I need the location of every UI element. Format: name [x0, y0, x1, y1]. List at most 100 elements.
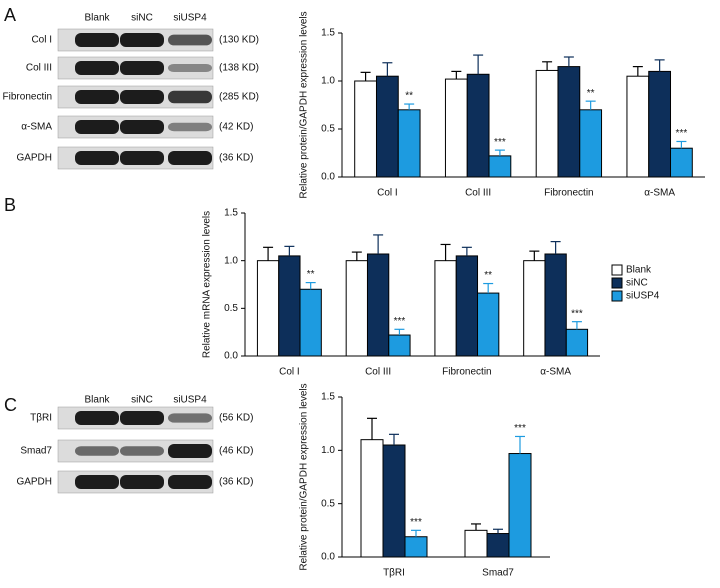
blot-label: α-SMA	[21, 122, 52, 133]
significance: ***	[676, 128, 688, 139]
bar	[477, 292, 500, 357]
lane-label: siNC	[131, 13, 153, 24]
blot-band	[120, 475, 164, 489]
blot-band	[75, 90, 119, 104]
blot-band	[75, 151, 119, 165]
error-bar	[493, 528, 503, 534]
y-tick-label: 0.0	[224, 351, 238, 362]
error-bar	[632, 65, 643, 77]
y-tick-label: 1.0	[321, 445, 335, 456]
y-axis-label: Relative protein/GAPDH expression levels	[299, 383, 310, 570]
bar	[397, 109, 421, 178]
y-tick-label: 1.5	[224, 208, 238, 219]
legend-label: Blank	[626, 265, 652, 276]
legend-label: siUSP4	[626, 291, 660, 302]
error-bar	[284, 245, 295, 256]
y-tick-label: 0.0	[321, 552, 335, 563]
bar	[557, 66, 581, 178]
bar	[626, 75, 650, 178]
bar	[278, 255, 301, 357]
bar	[382, 444, 406, 558]
error-bar	[351, 251, 362, 261]
x-tick-label: TβRI	[383, 568, 405, 579]
bar	[366, 253, 390, 357]
bar	[404, 536, 428, 558]
error-bar	[654, 59, 665, 72]
error-bar	[389, 433, 399, 445]
y-tick-label: 0.5	[321, 124, 335, 135]
error-bar	[471, 523, 481, 531]
error-bar	[451, 70, 462, 80]
x-tick-label: Col I	[279, 367, 300, 378]
bar	[544, 253, 567, 357]
bar	[508, 453, 532, 558]
blot-label: TβRI	[30, 413, 52, 424]
significance: **	[307, 269, 315, 280]
bar	[466, 73, 490, 178]
blot-band	[75, 120, 119, 134]
bar	[299, 288, 322, 357]
bar	[670, 147, 693, 178]
lane-label: siUSP4	[173, 13, 207, 24]
blot-band	[168, 413, 212, 423]
error-bar	[404, 103, 415, 110]
error-bar	[585, 100, 596, 110]
x-tick-label: Col III	[365, 367, 391, 378]
bar	[648, 70, 672, 178]
blot-band	[120, 61, 164, 75]
significance: ***	[514, 423, 526, 434]
bar	[579, 109, 603, 178]
y-tick-label: 1.0	[321, 76, 335, 87]
blot-band	[75, 61, 119, 75]
y-tick-label: 0.5	[224, 303, 238, 314]
significance: **	[484, 270, 492, 281]
error-bar	[440, 243, 451, 261]
blot-band	[168, 64, 212, 72]
error-bar	[461, 246, 472, 256]
bar	[360, 439, 384, 558]
blot-label: GAPDH	[16, 477, 52, 488]
x-tick-label: Smad7	[482, 568, 514, 579]
error-bar	[367, 417, 377, 440]
y-tick-label: 1.5	[321, 392, 335, 403]
error-bar	[515, 435, 525, 454]
y-tick-label: 1.0	[224, 255, 238, 266]
bar	[375, 75, 399, 178]
blot-band	[168, 475, 212, 489]
blot-band	[75, 475, 119, 489]
bar	[523, 260, 546, 357]
panel-label: B	[4, 195, 16, 215]
blot-band	[168, 151, 212, 165]
bar	[565, 328, 589, 357]
bar	[464, 529, 488, 558]
error-bar	[473, 54, 484, 75]
blot-band	[120, 120, 164, 134]
y-axis-label: Relative protein/GAPDH expression levels	[299, 11, 310, 198]
bar	[388, 334, 411, 357]
significance: **	[587, 88, 595, 99]
blot-size: (285 KD)	[219, 92, 259, 103]
blot-band	[168, 122, 212, 132]
blot-label: Col III	[26, 63, 52, 74]
bar	[354, 80, 377, 178]
lane-label: siUSP4	[173, 395, 207, 406]
blot-size: (46 KD)	[219, 446, 253, 457]
bar	[486, 533, 510, 558]
error-bar	[550, 241, 561, 254]
error-bar	[373, 234, 384, 254]
significance: ***	[571, 308, 583, 319]
error-bar	[676, 140, 687, 149]
error-bar	[411, 529, 421, 537]
blot-size: (36 KD)	[219, 477, 253, 488]
bar	[434, 260, 457, 357]
error-bar	[542, 61, 553, 71]
significance: ***	[494, 137, 506, 148]
blot-label: Fibronectin	[3, 92, 52, 103]
lane-label: Blank	[84, 395, 110, 406]
y-axis-label: Relative mRNA expression levels	[202, 211, 213, 358]
y-tick-label: 0.5	[321, 498, 335, 509]
blot-size: (138 KD)	[219, 63, 259, 74]
blot-band	[168, 34, 212, 46]
blot-label: Col I	[31, 35, 52, 46]
error-bar	[263, 246, 274, 261]
